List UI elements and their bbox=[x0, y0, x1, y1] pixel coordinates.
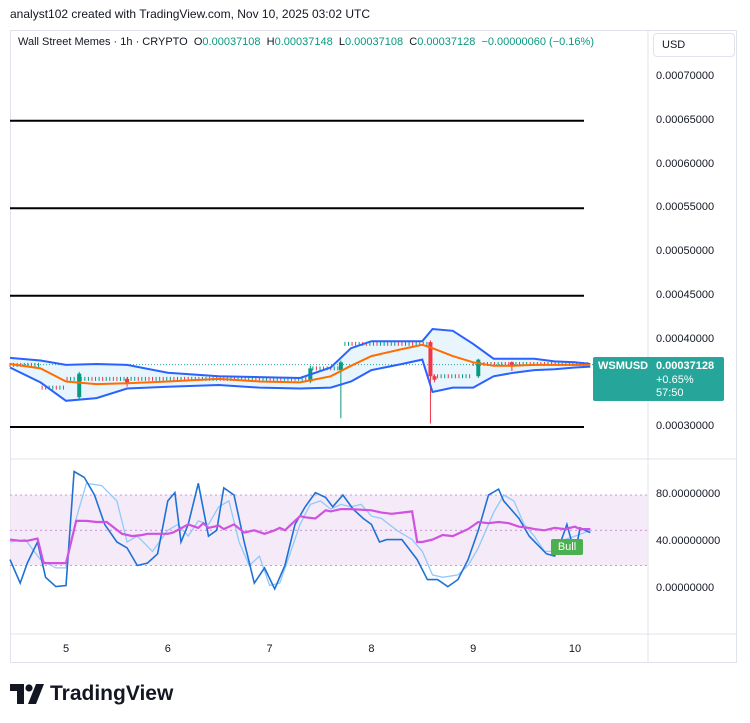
symbol-legend: Wall Street Memes · 1h · CRYPTO O0.00037… bbox=[18, 36, 594, 48]
time-axis-tick: 9 bbox=[470, 643, 477, 655]
bollinger-basis-line bbox=[9, 343, 591, 386]
time-axis-tick: 8 bbox=[368, 643, 375, 655]
currency-button[interactable]: USD bbox=[653, 33, 735, 57]
tradingview-logo[interactable]: TradingView bbox=[10, 682, 173, 706]
bollinger-upper-line bbox=[9, 327, 591, 380]
time-axis-tick: 6 bbox=[164, 643, 171, 655]
open-label: O bbox=[193, 36, 203, 48]
price-axis-tick: 0.00040000 bbox=[656, 332, 715, 345]
candle-body bbox=[476, 359, 481, 377]
close-label: C bbox=[409, 36, 418, 48]
stoch-d-line bbox=[9, 482, 591, 587]
open-value: 0.00037108 bbox=[202, 36, 261, 48]
time-axis-tick: 5 bbox=[62, 643, 70, 655]
candle-body bbox=[77, 373, 82, 398]
time-axis-tick: 10 bbox=[568, 643, 582, 655]
price-axis-tick: 0.00060000 bbox=[656, 157, 715, 170]
price-axis-tick: 0.00030000 bbox=[656, 420, 715, 432]
bull-badge: Bull bbox=[551, 539, 583, 555]
candle-body bbox=[125, 378, 130, 385]
high-value: 0.00037148 bbox=[274, 36, 333, 48]
bollinger-lower-line bbox=[9, 358, 591, 402]
candle-body bbox=[509, 362, 514, 367]
low-label: L bbox=[338, 36, 345, 48]
price-tag-symbol: WSMUSD bbox=[598, 360, 649, 372]
stoch-axis-tick: 40.00000000 bbox=[656, 535, 721, 547]
change-value: −0.00000060 (−0.16%) bbox=[481, 36, 594, 48]
stoch-axis-tick: 0.00000000 bbox=[656, 582, 715, 594]
symbol-name[interactable]: Wall Street Memes · 1h · CRYPTO bbox=[18, 36, 188, 48]
price-tag-change: +0.65% bbox=[656, 374, 694, 386]
stoch-line bbox=[9, 508, 591, 565]
chart-frame bbox=[10, 30, 737, 663]
candle-body bbox=[428, 342, 433, 377]
price-axis-tick: 0.00045000 bbox=[656, 288, 715, 301]
candle-body bbox=[338, 362, 343, 371]
price-axis-tick: 0.00065000 bbox=[656, 113, 715, 126]
stoch-axis-tick: 80.00000000 bbox=[656, 488, 721, 500]
chart-caption: analyst102 created with TradingView.com,… bbox=[10, 7, 370, 21]
low-value: 0.00037108 bbox=[345, 36, 404, 48]
tradingview-wordmark: TradingView bbox=[50, 682, 174, 705]
price-axis-tick: 0.00050000 bbox=[656, 245, 715, 257]
close-value: 0.00037128 bbox=[417, 36, 476, 48]
high-label: H bbox=[266, 36, 275, 48]
tradingview-logo-icon bbox=[10, 684, 44, 704]
price-tag: WSMUSD 0.00037128 +0.65% 57:50 bbox=[593, 357, 724, 401]
price-axis-tick: 0.00070000 bbox=[656, 70, 715, 82]
price-axis-tick: 0.00055000 bbox=[656, 201, 715, 214]
price-tag-price: 0.00037128 bbox=[656, 360, 715, 372]
candle-body bbox=[432, 376, 437, 380]
price-tag-countdown: 57:50 bbox=[656, 387, 684, 399]
time-axis-tick: 7 bbox=[266, 643, 273, 655]
